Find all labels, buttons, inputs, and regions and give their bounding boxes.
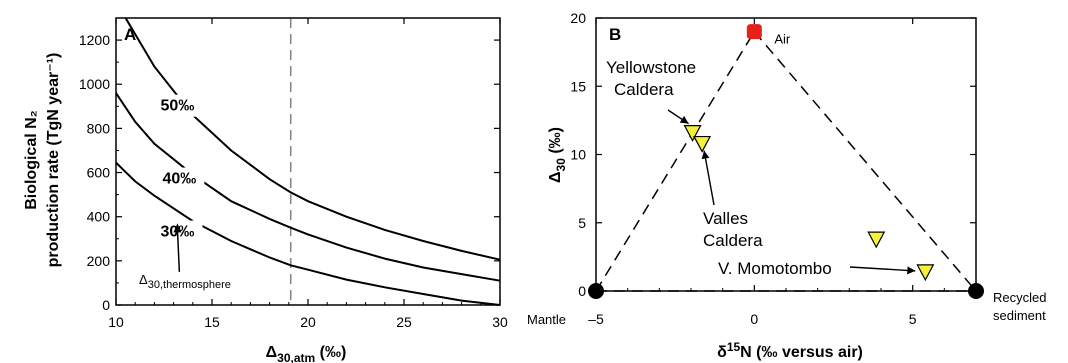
panel-a-y-tick-label: 1200 bbox=[79, 32, 110, 48]
panel-a-annotation-arrow bbox=[176, 229, 181, 272]
panel-a-series-line bbox=[115, 161, 501, 306]
panel-a-x-tick-label: 30 bbox=[492, 314, 508, 330]
panel-b-sample-point bbox=[916, 264, 935, 282]
panel-b-valles-label-line2: Caldera bbox=[703, 231, 763, 250]
panel-b-yellowstone-label-line1: Yellowstone bbox=[606, 58, 696, 77]
panel-b-y-tick-label: 10 bbox=[570, 147, 586, 163]
panel-b-sediment-label-line1: Recycled bbox=[993, 290, 1046, 305]
panel-b-x-tick-label: –5 bbox=[588, 311, 604, 327]
panel-b-air-label: Air bbox=[774, 32, 791, 47]
panel-a-x-axis-title: Δ30,atm (‰) bbox=[266, 344, 347, 363]
panel-a-series-label: 50‰ bbox=[161, 98, 195, 115]
panel-b-letter: B bbox=[609, 25, 621, 44]
panel-b-y-tick-label: 5 bbox=[578, 215, 586, 231]
panel-a-y-tick-label: 0 bbox=[102, 297, 110, 313]
panel-b-mixing-line bbox=[595, 31, 755, 292]
panel-a-x-tick-label: 20 bbox=[300, 314, 316, 330]
panel-a-series-label-bg bbox=[154, 167, 205, 190]
panel-b-label-arrow bbox=[703, 150, 715, 206]
panel-b-frame bbox=[595, 17, 977, 292]
panel-a-annotation-arrowhead bbox=[173, 223, 182, 233]
panel-a-annotation: Δ30,thermosphere bbox=[139, 223, 231, 291]
panel-b-label-arrowhead bbox=[701, 150, 710, 160]
panel-a-series-line bbox=[115, 92, 501, 282]
panel-a-series-label-bg bbox=[152, 94, 203, 117]
panel-b-yellowstone-label-line2: Caldera bbox=[614, 80, 674, 99]
panel-a-frame bbox=[115, 17, 501, 306]
panel-a-y-tick-label: 600 bbox=[87, 165, 111, 181]
panel-a-series-label: 40‰ bbox=[162, 171, 196, 188]
panel-b-label-arrowhead bbox=[679, 115, 689, 124]
panel-a-x-tick-label: 25 bbox=[396, 314, 412, 330]
panel-b-y-axis-title: Δ30 (‰) bbox=[547, 127, 568, 183]
panel-b-valles-label-line1: Valles bbox=[703, 209, 748, 228]
panel-a-y-tick-label: 400 bbox=[87, 209, 111, 225]
panel-a-y-axis-title-line1: Biological N₂ bbox=[23, 110, 40, 210]
panel-b-mixing-line bbox=[753, 31, 977, 292]
panel-b-sample-point bbox=[867, 231, 886, 249]
panel-b-label-arrowhead bbox=[907, 266, 916, 275]
panel-a-letter: A bbox=[124, 25, 136, 44]
panel-b-label-arrow bbox=[849, 266, 916, 272]
panel-b-sample-point bbox=[683, 125, 702, 142]
panel-b-x-tick-label: 5 bbox=[909, 311, 917, 327]
panel-b-sample-point bbox=[693, 135, 712, 153]
panel-a: Biological N₂ production rate (TgN year⁻… bbox=[23, 17, 508, 363]
panel-a-x-tick-label: 15 bbox=[204, 314, 220, 330]
panel-a-y-tick-label: 200 bbox=[87, 253, 111, 269]
panel-b-momotombo-label: V. Momotombo bbox=[718, 259, 832, 278]
panel-b-mantle-label: Mantle bbox=[527, 312, 566, 327]
panel-b-sediment-label-line2: sediment bbox=[993, 308, 1046, 323]
panel-b-y-tick-label: 0 bbox=[578, 283, 586, 299]
panel-a-annotation-label: Δ30,thermosphere bbox=[139, 272, 231, 291]
panel-b-x-tick-label: 0 bbox=[750, 311, 758, 327]
panel-a-y-tick-label: 800 bbox=[87, 120, 111, 136]
panel-a-y-tick-label: 1000 bbox=[79, 76, 110, 92]
panel-a-x-tick-label: 10 bbox=[108, 314, 124, 330]
panel-b-y-tick-label: 20 bbox=[570, 10, 586, 26]
panel-b-x-axis-title: δ15N (‰ versus air) bbox=[717, 340, 863, 361]
panel-b-y-tick-label: 15 bbox=[570, 78, 586, 94]
panel-a-y-axis-title-line2: production rate (TgN year⁻¹) bbox=[45, 53, 62, 268]
panel-b-endmember-air bbox=[746, 24, 762, 40]
